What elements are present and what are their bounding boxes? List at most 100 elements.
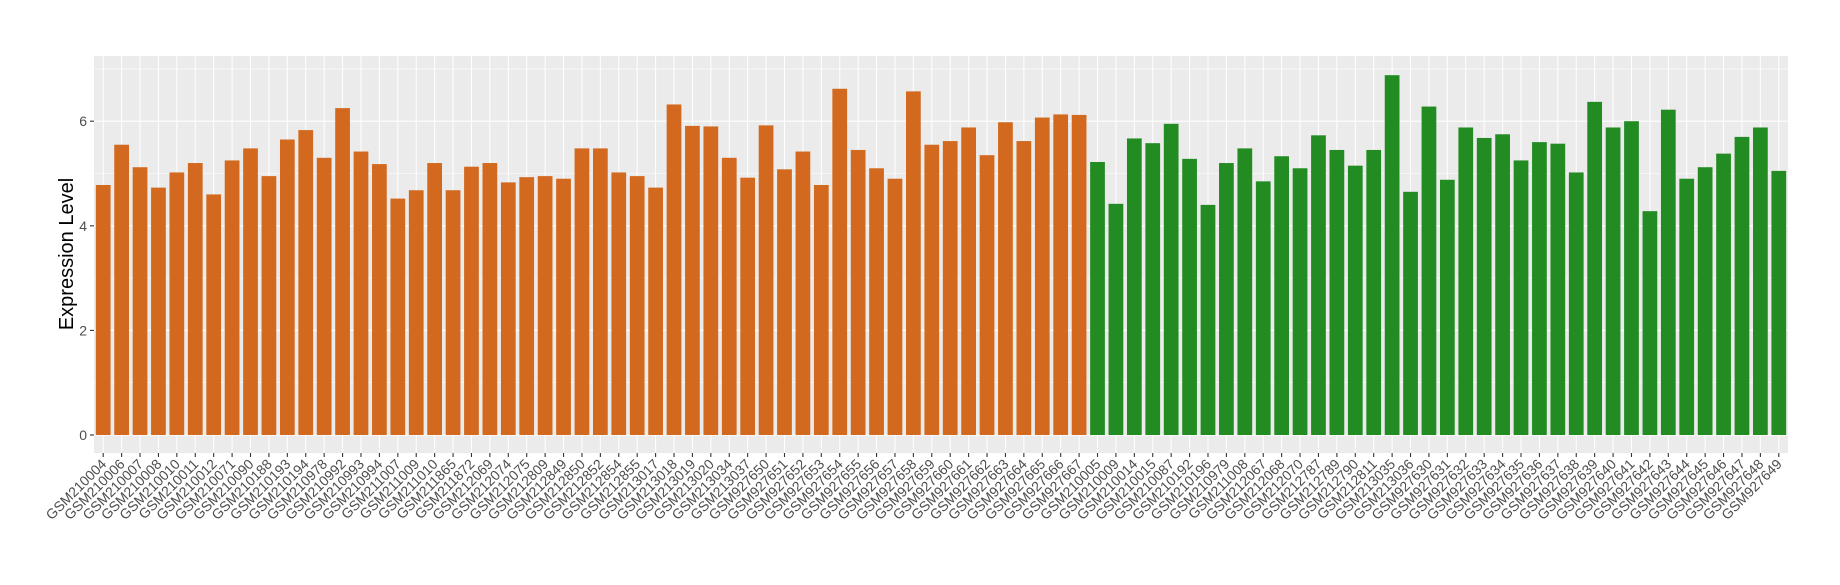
bar bbox=[132, 167, 148, 435]
bar bbox=[1366, 149, 1382, 435]
bar bbox=[1403, 191, 1418, 435]
bar bbox=[1716, 153, 1731, 435]
bar bbox=[1513, 160, 1529, 436]
bar bbox=[740, 177, 756, 435]
bars bbox=[95, 75, 1787, 436]
bar bbox=[1182, 158, 1197, 435]
bar bbox=[869, 168, 884, 435]
bar bbox=[629, 176, 645, 436]
bar bbox=[408, 190, 424, 435]
bar bbox=[1587, 101, 1603, 435]
bar bbox=[1697, 167, 1713, 435]
bar bbox=[1568, 172, 1584, 436]
bar bbox=[998, 122, 1013, 435]
bar bbox=[1219, 163, 1234, 436]
bar bbox=[942, 141, 958, 435]
bar bbox=[556, 178, 571, 436]
bar bbox=[335, 108, 350, 435]
bar bbox=[592, 148, 608, 435]
bar bbox=[648, 187, 663, 435]
bar bbox=[1384, 75, 1400, 436]
bar bbox=[372, 164, 387, 435]
bar bbox=[1145, 143, 1161, 435]
bar bbox=[832, 88, 848, 436]
bar bbox=[979, 155, 995, 435]
bar bbox=[224, 160, 240, 436]
bar bbox=[279, 139, 295, 435]
bar bbox=[482, 163, 498, 436]
bar bbox=[1642, 211, 1658, 435]
axes: 0246GSM210004GSM210006GSM210007GSM210008… bbox=[42, 113, 1785, 523]
bar bbox=[114, 144, 129, 436]
bar bbox=[298, 130, 314, 435]
bar bbox=[666, 104, 682, 436]
bar bbox=[353, 151, 369, 435]
bar bbox=[464, 166, 479, 436]
bar bbox=[1016, 141, 1032, 435]
bar bbox=[243, 148, 258, 435]
bar bbox=[961, 127, 976, 435]
bar bbox=[261, 176, 277, 436]
bar bbox=[427, 163, 443, 436]
bar bbox=[721, 157, 737, 435]
bar bbox=[95, 185, 111, 435]
bar bbox=[1753, 127, 1768, 435]
y-tick-label: 0 bbox=[79, 427, 87, 443]
bar bbox=[1439, 179, 1455, 435]
bar bbox=[445, 190, 461, 435]
bar bbox=[1071, 114, 1087, 435]
bar bbox=[703, 126, 719, 436]
bar bbox=[1734, 136, 1750, 435]
bar bbox=[1163, 123, 1179, 435]
bar bbox=[1532, 142, 1547, 435]
bar bbox=[519, 177, 535, 435]
bar bbox=[887, 178, 903, 436]
bar bbox=[316, 157, 332, 435]
bar bbox=[1311, 135, 1326, 436]
bar bbox=[1090, 161, 1105, 435]
y-tick-label: 6 bbox=[79, 113, 87, 129]
bar bbox=[206, 194, 222, 435]
bar bbox=[1034, 117, 1050, 435]
bar bbox=[169, 172, 185, 436]
bar bbox=[1329, 149, 1345, 435]
y-tick-label: 4 bbox=[79, 218, 87, 234]
bar bbox=[1679, 178, 1695, 436]
bar bbox=[1771, 170, 1787, 435]
bar bbox=[1550, 143, 1566, 435]
bar bbox=[795, 151, 811, 435]
bar bbox=[1660, 109, 1676, 435]
bar bbox=[1605, 127, 1621, 435]
bar bbox=[1458, 127, 1474, 435]
bar bbox=[187, 163, 203, 436]
bar bbox=[1108, 203, 1124, 435]
bar bbox=[1274, 156, 1290, 435]
bar bbox=[1255, 181, 1271, 435]
y-tick-label: 2 bbox=[79, 322, 87, 338]
bar bbox=[906, 91, 921, 435]
bar bbox=[1200, 204, 1216, 435]
bar bbox=[924, 144, 940, 436]
bar bbox=[390, 198, 406, 435]
bar bbox=[813, 185, 829, 435]
bar bbox=[1476, 137, 1492, 435]
bar bbox=[685, 125, 700, 436]
bar bbox=[500, 182, 516, 435]
bar bbox=[758, 125, 774, 435]
bar bbox=[777, 169, 792, 436]
bar bbox=[1237, 148, 1253, 435]
bar bbox=[1292, 168, 1308, 435]
bar bbox=[1421, 106, 1437, 435]
bar bbox=[1347, 165, 1363, 435]
y-axis-label: Expression Level bbox=[56, 178, 78, 330]
bar bbox=[1624, 121, 1639, 435]
bar bbox=[1126, 138, 1142, 436]
bar bbox=[537, 176, 553, 436]
bar bbox=[574, 148, 590, 435]
bar bbox=[1053, 114, 1069, 435]
bar bbox=[611, 172, 627, 436]
bar bbox=[1495, 134, 1510, 435]
bar bbox=[850, 149, 866, 435]
